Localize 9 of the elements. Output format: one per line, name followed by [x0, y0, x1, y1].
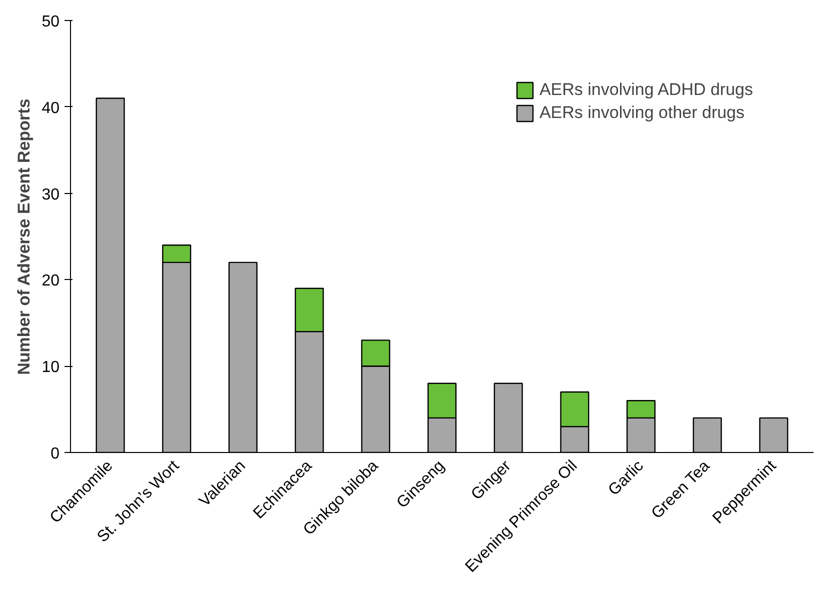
y-tick-label: 30 — [42, 186, 60, 204]
y-axis-title: Number of Adverse Event Reports — [14, 98, 34, 375]
y-tick-label: 40 — [42, 100, 60, 117]
legend-label: AERs involving ADHD drugs — [539, 80, 753, 100]
y-tick-label: 20 — [42, 272, 60, 290]
legend-label: AERs involving other drugs — [539, 103, 745, 123]
y-tick-label: 50 — [42, 14, 60, 30]
y-tick-label: 10 — [42, 359, 60, 376]
y-tick-label: 0 — [50, 446, 60, 462]
